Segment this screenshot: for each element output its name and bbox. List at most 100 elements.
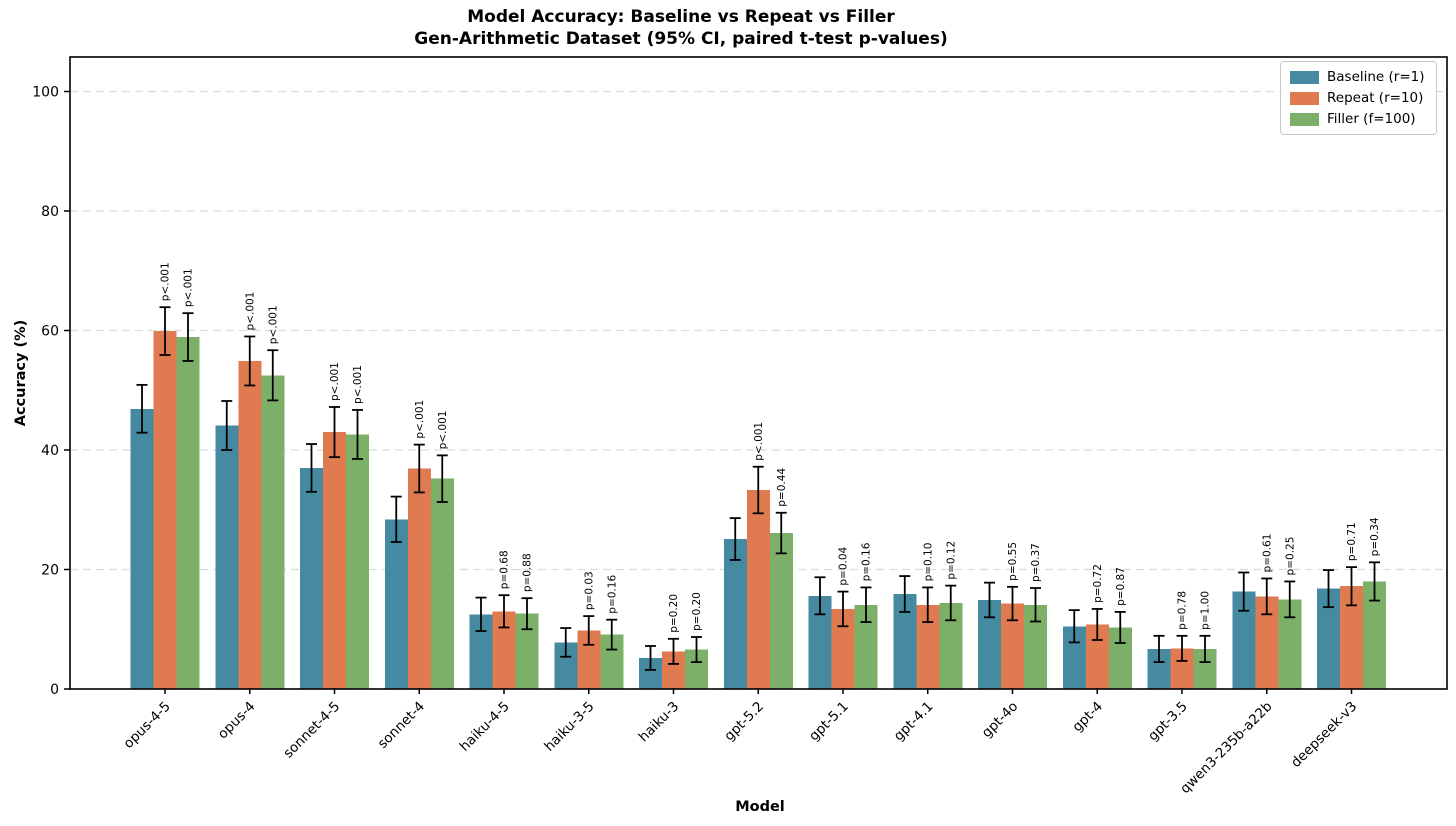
bar-repeat-sonnet-4 — [407, 468, 431, 689]
bar-repeat-opus-4-5 — [153, 331, 177, 689]
bar-baseline-gpt-3.5 — [1147, 648, 1171, 689]
x-tick-label: gpt-5.1 — [806, 699, 852, 745]
p-value-label: p=0.25 — [1284, 537, 1296, 576]
p-value-label: p=0.61 — [1261, 534, 1273, 573]
bar-repeat-haiku-3-5 — [577, 630, 601, 689]
bar-baseline-opus-4 — [215, 425, 239, 689]
p-value-label: p=1.00 — [1200, 591, 1212, 630]
p-value-label: p=0.12 — [945, 541, 957, 580]
bar-baseline-sonnet-4-5 — [300, 467, 323, 689]
bar-baseline-gpt-4.1 — [893, 593, 917, 689]
bar-repeat-gpt-4.1 — [916, 604, 940, 689]
legend-label-repeat: Repeat (r=10) — [1327, 90, 1424, 106]
p-value-label: p=0.55 — [1007, 542, 1019, 581]
bar-filler-gpt-4.1 — [939, 602, 963, 689]
y-tick-label: 80 — [41, 204, 59, 220]
p-value-label: p<.001 — [160, 262, 172, 301]
bar-baseline-opus-4-5 — [130, 408, 154, 689]
y-axis-title: Accuracy (%) — [13, 320, 29, 427]
bar-baseline-gpt-5.2 — [723, 539, 747, 689]
bar-filler-gpt-4o — [1024, 604, 1047, 689]
bar-filler-haiku-3-5 — [600, 634, 624, 689]
p-value-label: p=0.87 — [1115, 567, 1127, 606]
bar-baseline-deepseek-v3 — [1317, 588, 1340, 689]
x-tick-label: sonnet-4-5 — [280, 699, 343, 762]
bar-filler-opus-4-5 — [176, 337, 200, 689]
x-tick-label: gpt-4.1 — [891, 699, 937, 745]
chart-title-line2: Gen-Arithmetic Dataset (95% CI, paired t… — [414, 29, 948, 49]
bar-baseline-haiku-3 — [639, 657, 662, 689]
bar-filler-gpt-5.2 — [769, 533, 793, 689]
bar-filler-deepseek-v3 — [1363, 581, 1386, 689]
x-tick-label: opus-4 — [215, 699, 259, 743]
bar-filler-opus-4 — [261, 375, 285, 689]
p-value-label: p=0.71 — [1346, 522, 1358, 561]
chart-title: Model Accuracy: Baseline vs Repeat vs Fi… — [414, 6, 947, 50]
bar-repeat-opus-4 — [238, 360, 262, 689]
x-tick-label: haiku-3-5 — [541, 699, 597, 755]
x-tick-label: qwen3-235b-a22b — [1177, 699, 1275, 797]
bar-filler-gpt-4 — [1108, 627, 1132, 689]
x-axis-title: Model — [735, 799, 785, 815]
x-tick-label: deepseek-v3 — [1288, 699, 1360, 771]
p-value-label: p=0.78 — [1177, 591, 1189, 630]
legend: Baseline (r=1) Repeat (r=10) Filler (f=1… — [1280, 61, 1437, 135]
p-value-label: p<.001 — [352, 365, 364, 404]
p-value-label: p=0.44 — [776, 468, 788, 507]
bar-repeat-gpt-5.1 — [831, 608, 855, 689]
bar-repeat-gpt-5.2 — [746, 490, 770, 689]
bar-filler-sonnet-4-5 — [346, 434, 369, 689]
bar-repeat-haiku-3 — [662, 651, 685, 689]
bar-filler-haiku-4-5 — [515, 613, 539, 689]
legend-item-filler: Filler (f=100) — [1290, 111, 1427, 127]
bar-repeat-deepseek-v3 — [1340, 586, 1363, 689]
bar-repeat-gpt-3.5 — [1170, 648, 1194, 689]
bars-layer: p<.001 p<.001 p<.001 p<.001 p=0.68 p=0.03 p=0.… — [130, 262, 1386, 689]
bar-baseline-qwen3-235b-a22b — [1232, 591, 1256, 689]
p-value-label: p=0.88 — [522, 553, 534, 592]
legend-swatch-baseline — [1290, 70, 1319, 84]
bar-baseline-sonnet-4 — [384, 519, 408, 689]
bar-repeat-gpt-4 — [1085, 624, 1109, 689]
grid-layer — [70, 90, 1447, 571]
p-value-label: p=0.10 — [922, 543, 934, 582]
bar-filler-haiku-3 — [685, 649, 708, 689]
legend-item-repeat: Repeat (r=10) — [1290, 90, 1427, 106]
p-value-label: p=0.34 — [1369, 517, 1381, 556]
p-value-label: p=0.04 — [838, 546, 850, 585]
y-tick-label: 0 — [50, 682, 59, 698]
legend-swatch-repeat — [1290, 91, 1319, 105]
x-tick-label: haiku-3 — [636, 699, 683, 746]
x-tick-label: gpt-5.2 — [721, 699, 767, 745]
x-tick-label: haiku-4-5 — [457, 699, 513, 755]
bar-baseline-haiku-3-5 — [554, 642, 578, 689]
p-value-label: p=0.16 — [606, 575, 618, 614]
p-value-label: p<.001 — [437, 411, 449, 450]
bar-repeat-gpt-4o — [1001, 603, 1024, 689]
legend-swatch-filler — [1290, 112, 1319, 126]
bar-repeat-sonnet-4-5 — [323, 432, 346, 689]
x-tick-label: gpt-4 — [1069, 699, 1106, 736]
x-tick-label: opus-4-5 — [121, 699, 174, 752]
bar-baseline-gpt-4 — [1062, 626, 1086, 689]
p-value-label: p=0.68 — [499, 550, 511, 589]
p-value-label: p<.001 — [329, 362, 341, 401]
x-tick-label: gpt-4o — [979, 699, 1022, 742]
chart-title-line1: Model Accuracy: Baseline vs Repeat vs Fi… — [467, 7, 895, 27]
y-tick-label: 40 — [41, 443, 59, 459]
x-tick-label: gpt-3.5 — [1145, 699, 1191, 745]
p-value-label: p<.001 — [414, 400, 426, 439]
p-value-label: p=0.37 — [1030, 543, 1042, 582]
legend-label-filler: Filler (f=100) — [1327, 111, 1416, 127]
y-tick-label: 100 — [32, 85, 59, 101]
bar-repeat-qwen3-235b-a22b — [1255, 596, 1279, 689]
bar-filler-qwen3-235b-a22b — [1278, 599, 1302, 689]
bar-repeat-haiku-4-5 — [492, 611, 516, 689]
y-tick-label: 60 — [41, 324, 59, 340]
p-value-label: p<.001 — [753, 422, 765, 461]
bar-filler-gpt-3.5 — [1193, 648, 1217, 689]
bar-filler-sonnet-4 — [430, 478, 454, 689]
legend-item-baseline: Baseline (r=1) — [1290, 69, 1427, 85]
